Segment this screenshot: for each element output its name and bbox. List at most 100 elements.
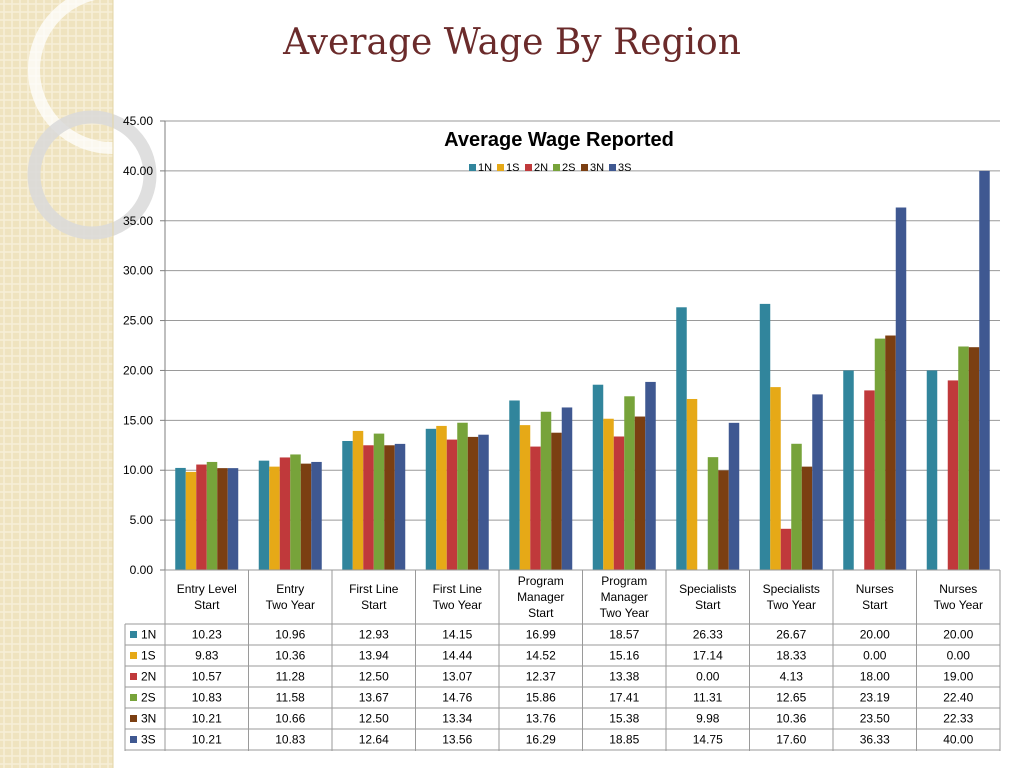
legend-swatch-3n (581, 164, 588, 171)
table-cell: 10.57 (192, 670, 222, 684)
y-tick-label: 5.00 (130, 513, 154, 527)
bar-1n-10 (926, 370, 938, 570)
bar-1n-6 (592, 384, 604, 570)
bar-2n-10 (947, 380, 959, 570)
table-cell: 13.38 (609, 670, 639, 684)
table-cell: 0.00 (863, 649, 887, 663)
bar-2n-9 (864, 390, 875, 570)
table-cell: 0.00 (947, 649, 971, 663)
table-cell: 12.64 (359, 733, 389, 747)
bar-3n-9 (885, 335, 896, 570)
bar-1n-7 (676, 307, 687, 570)
y-tick-label: 15.00 (123, 413, 153, 427)
bar-3s-3 (394, 443, 406, 570)
bar-3s-8 (812, 394, 823, 570)
y-axis: 0.00 5.00 10.00 15.00 20.00 25.00 30.00 35.00 40… (123, 114, 166, 577)
table-cell: 22.33 (943, 712, 973, 726)
category-label: First Line (433, 582, 483, 596)
table-cell: 22.40 (943, 691, 973, 705)
bar-3n-8 (801, 466, 813, 570)
table-cell: 10.21 (192, 712, 222, 726)
bar-1s-6 (603, 418, 614, 570)
table-key-2n (130, 673, 137, 680)
legend-label-2s: 2S (562, 162, 575, 174)
table-cell: 36.33 (860, 733, 890, 747)
bar-1s-7 (686, 398, 698, 570)
data-table: Entry Level Start Entry Two Year First Line S… (124, 569, 1001, 751)
bar-3s-1 (227, 468, 239, 570)
legend-swatch-2n (525, 164, 532, 171)
category-label: Manager (517, 590, 564, 604)
table-cell: 12.65 (776, 691, 806, 705)
table-cell: 12.50 (359, 712, 389, 726)
table-cell: 10.36 (275, 649, 305, 663)
bar-1n-3 (342, 440, 353, 570)
y-tick-label: 35.00 (123, 214, 153, 228)
y-tick-label: 40.00 (123, 164, 153, 178)
category-label: Manager (601, 590, 648, 604)
legend-label-3n: 3N (590, 162, 604, 174)
bar-2n-8 (780, 528, 792, 570)
table-cell: 14.76 (442, 691, 472, 705)
table-cell: 18.85 (609, 733, 639, 747)
bar-1s-1 (185, 471, 197, 570)
table-cell: 11.28 (276, 670, 305, 684)
bar-3n-6 (634, 416, 646, 570)
table-cell: 12.50 (359, 670, 389, 684)
bar-1s-8 (770, 387, 781, 570)
category-label: Specialists (763, 582, 820, 596)
bar-3n-3 (384, 445, 395, 570)
table-key-3s (130, 736, 137, 743)
y-tick-label: 25.00 (123, 314, 153, 328)
bars (175, 170, 990, 571)
bar-3s-4 (478, 434, 489, 570)
bar-3s-9 (895, 207, 907, 571)
table-cell: 14.75 (693, 733, 723, 747)
table-cell: 4.13 (780, 670, 804, 684)
legend: 1N 1S 2N 2S 3N 3S (469, 162, 631, 174)
bar-2s-9 (874, 338, 886, 570)
bar-3n-5 (551, 432, 562, 570)
table-cell: 23.50 (860, 712, 890, 726)
table-cell: 13.94 (359, 649, 389, 663)
bar-3n-1 (217, 468, 228, 570)
bar-2n-2 (279, 457, 291, 570)
category-label: Program (601, 574, 647, 588)
bar-2s-3 (373, 433, 385, 570)
category-label: Start (695, 598, 721, 612)
bar-1n-8 (759, 303, 771, 570)
table-cell: 26.67 (776, 628, 806, 642)
y-tick-label: 10.00 (123, 463, 153, 477)
bar-1n-9 (843, 370, 854, 570)
table-series-name: 3N (141, 712, 156, 726)
table-cell: 40.00 (943, 733, 973, 747)
table-cell: 18.57 (609, 628, 639, 642)
table-cell: 20.00 (943, 628, 973, 642)
bar-2s-7 (707, 457, 719, 570)
y-tick-label: 30.00 (123, 264, 153, 278)
decor-ring-large (28, 0, 196, 154)
table-cell: 10.21 (192, 733, 222, 747)
y-tick-label: 45.00 (123, 114, 153, 128)
table-cell: 19.00 (943, 670, 973, 684)
table-cell: 15.38 (609, 712, 639, 726)
bar-2s-8 (791, 443, 802, 570)
table-series-name: 1S (141, 649, 156, 663)
table-cell: 13.76 (526, 712, 556, 726)
bar-3n-2 (300, 463, 312, 570)
category-label: Nurses (939, 582, 977, 596)
category-label: Specialists (679, 582, 736, 596)
legend-label-3s: 3S (618, 162, 631, 174)
table-cell: 10.66 (275, 712, 305, 726)
table-cell: 13.56 (442, 733, 472, 747)
bar-1s-5 (519, 425, 531, 570)
category-label: Two Year (767, 598, 816, 612)
bar-1n-2 (258, 460, 270, 570)
bar-1n-4 (425, 428, 437, 570)
legend-swatch-3s (609, 164, 616, 171)
bar-2s-5 (540, 411, 552, 570)
bar-1s-2 (269, 466, 280, 570)
bar-3s-6 (645, 381, 656, 570)
table-cell: 15.86 (526, 691, 556, 705)
